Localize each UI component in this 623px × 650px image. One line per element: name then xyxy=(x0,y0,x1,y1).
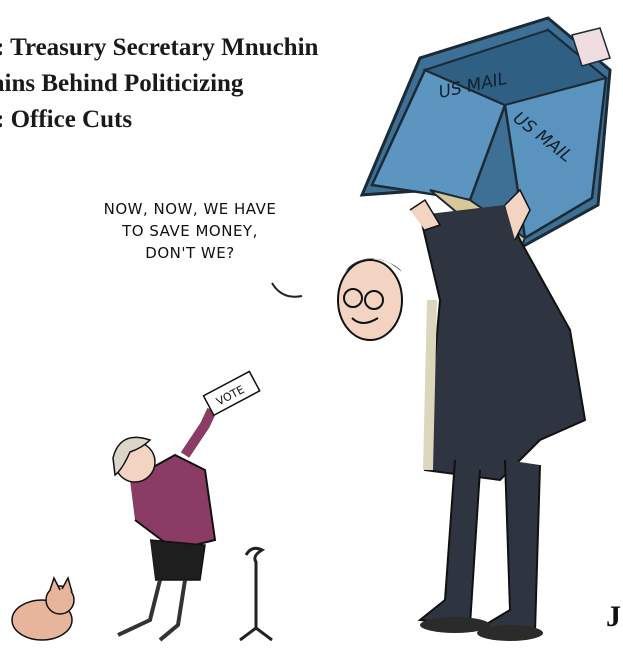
mailbox: US MAIL US MAIL xyxy=(359,16,612,252)
headline: : Treasury Secretary Mnuchin ains Behind… xyxy=(0,30,376,138)
small-woman-figure: VOTE xyxy=(112,370,261,642)
headline-line-1: : Treasury Secretary Mnuchin xyxy=(0,34,319,61)
tall-man-figure xyxy=(337,188,587,641)
cane-stand xyxy=(239,546,273,642)
speech-line-3: DON'T WE? xyxy=(145,244,235,262)
speech-line-2: TO SAVE MONEY, xyxy=(122,222,258,240)
speech-tail xyxy=(271,282,303,298)
speech-balloon: NOW, NOW, WE HAVE TO SAVE MONEY, DON'T W… xyxy=(80,198,300,264)
vote-ballot: VOTE xyxy=(202,370,261,417)
headline-line-3: : Office Cuts xyxy=(0,106,133,133)
small-dog xyxy=(11,576,75,641)
speech-line-1: NOW, NOW, WE HAVE xyxy=(103,200,277,218)
artist-signature: J xyxy=(606,600,621,633)
headline-line-2: ains Behind Politicizing xyxy=(0,70,244,97)
